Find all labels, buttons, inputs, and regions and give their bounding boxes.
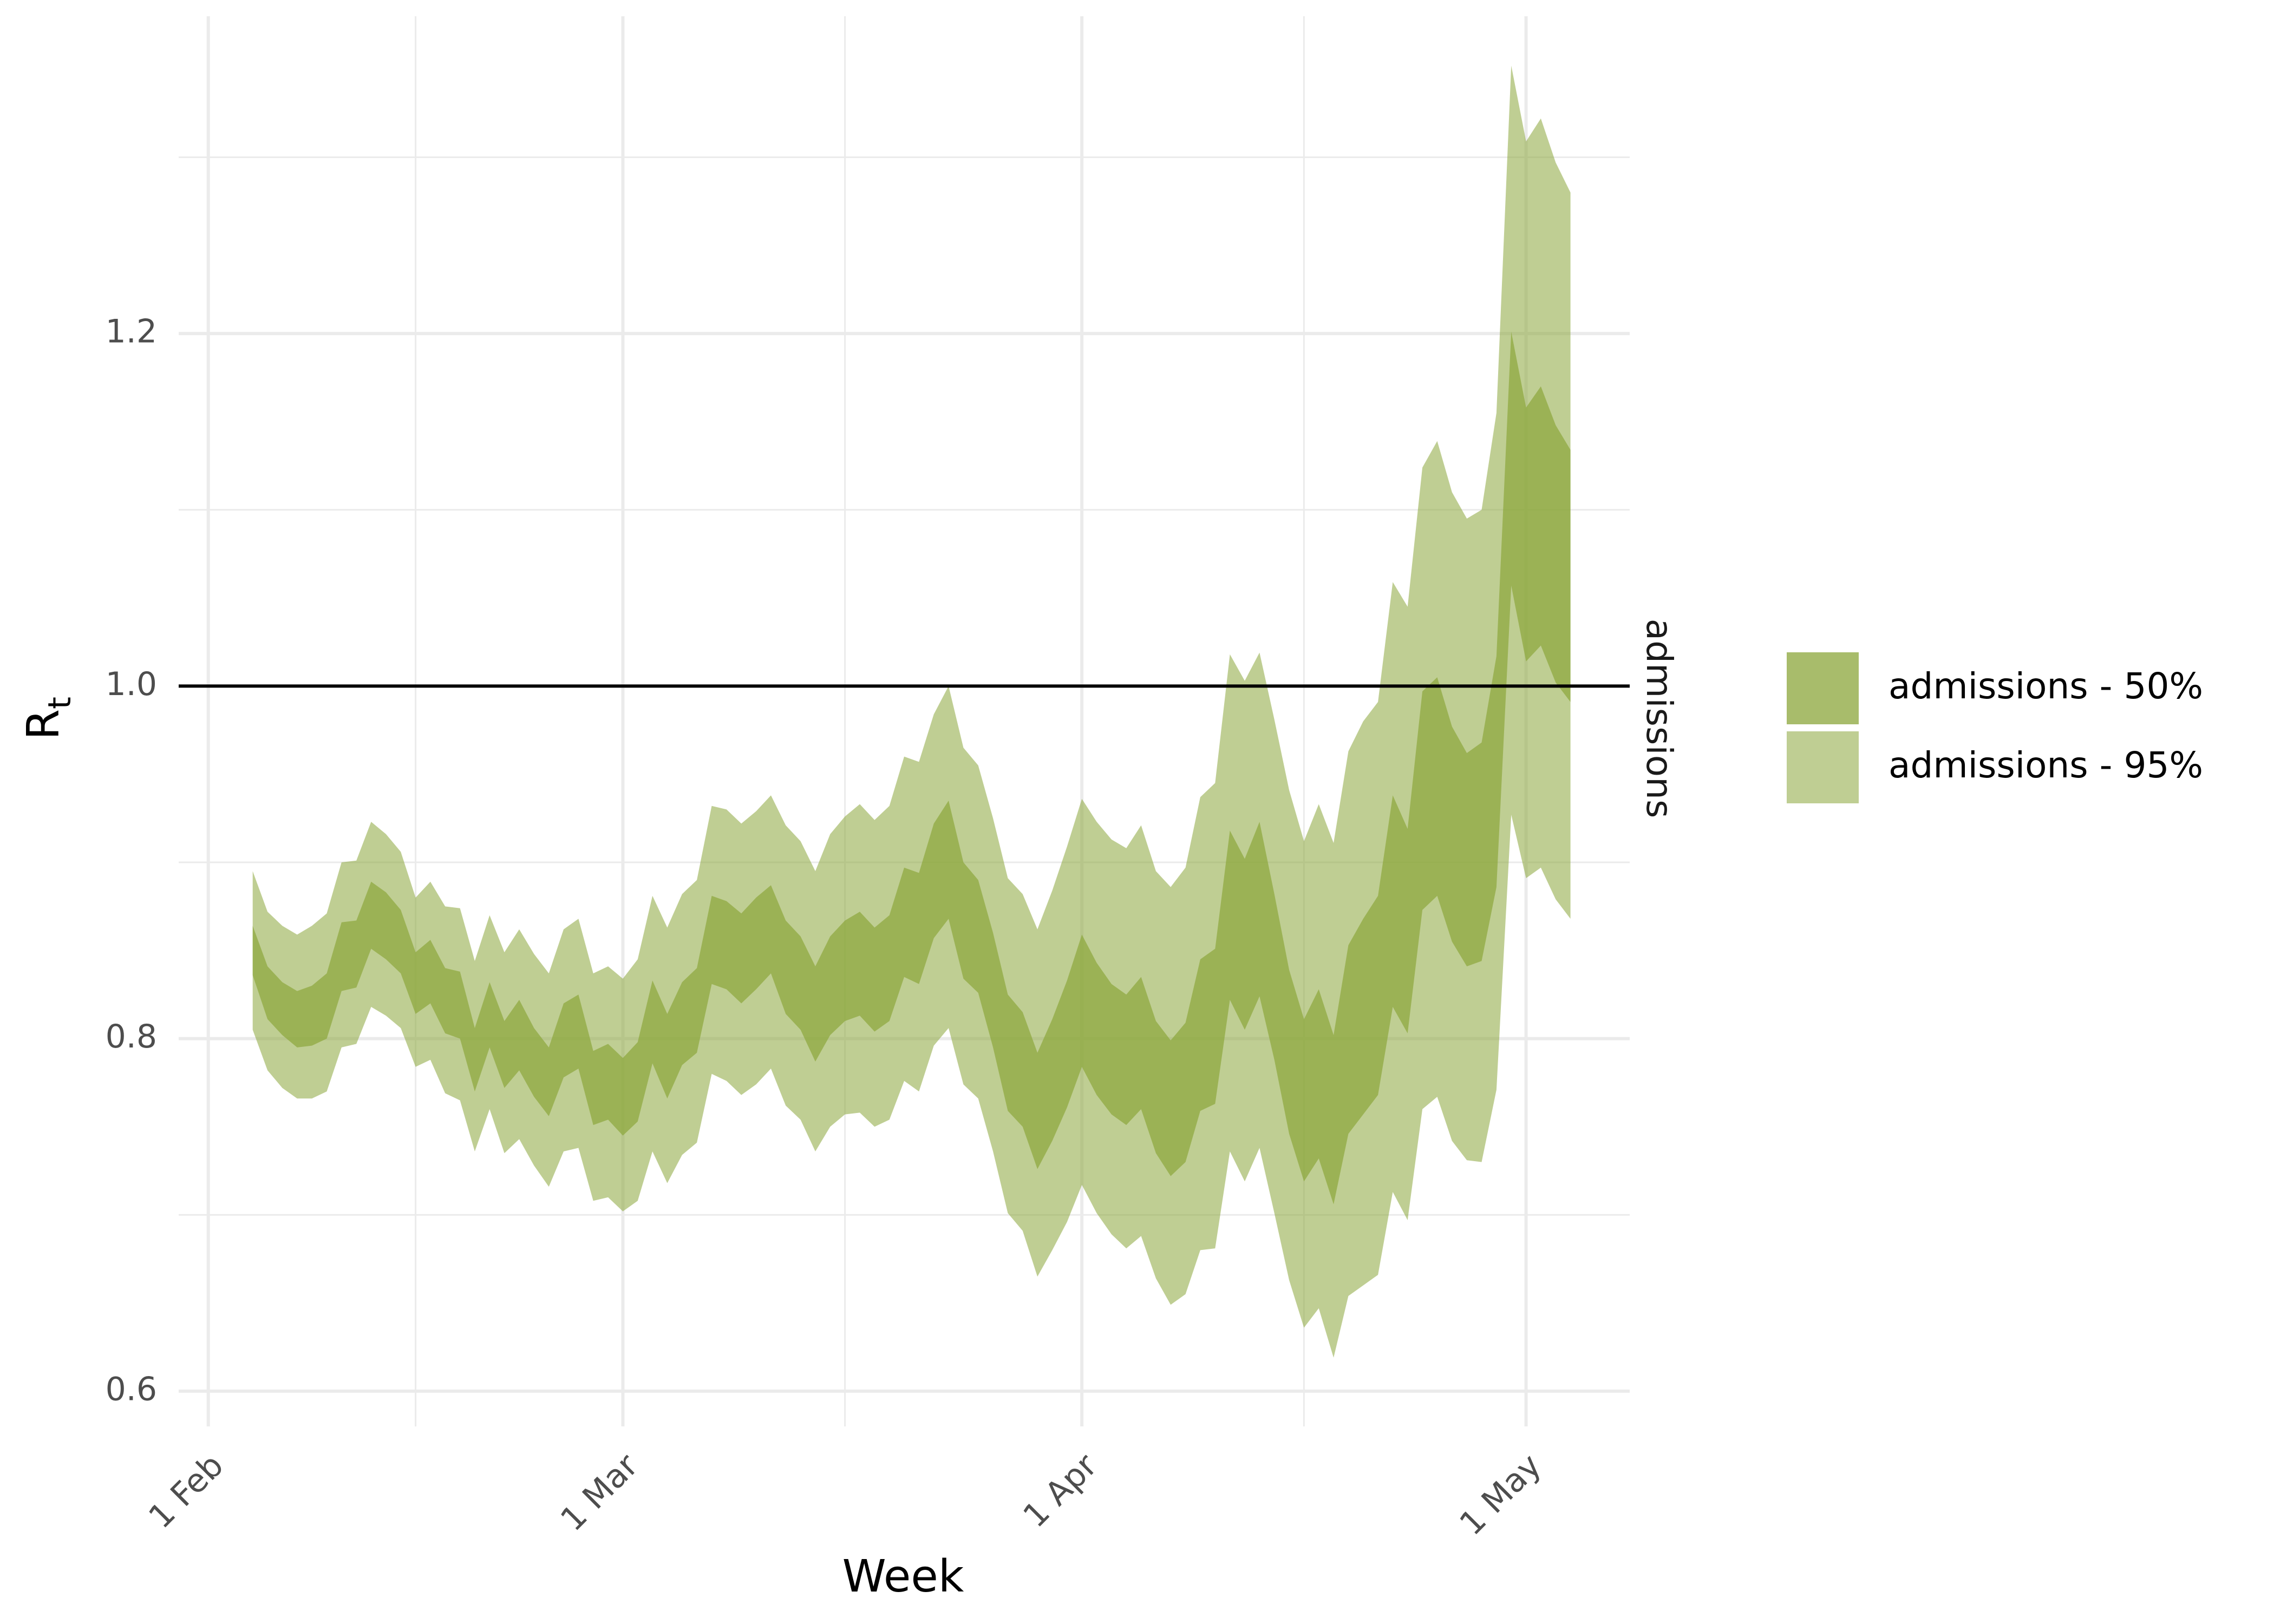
ribbon-layer <box>252 66 1571 1358</box>
facet-strip-label: admissions <box>1638 619 1680 818</box>
y-axis-title-main: R <box>18 709 69 740</box>
legend: admissions - 50% admissions - 95% <box>1787 652 2203 803</box>
y-axis-title-subscript: t <box>41 697 78 709</box>
y-tick-label: 0.8 <box>106 1018 157 1056</box>
y-tick-label: 1.0 <box>106 665 157 703</box>
y-axis-title: Rt <box>18 697 78 740</box>
y-tick-label: 0.6 <box>106 1370 157 1408</box>
legend-key-50-percent <box>1787 652 1859 724</box>
legend-label-50-percent: admissions - 50% <box>1889 665 2203 707</box>
y-tick-label: 1.2 <box>106 313 157 351</box>
x-axis-title: Week <box>842 1551 964 1602</box>
y-axis-tick-labels: 0.6 0.8 1.0 1.2 <box>106 313 157 1409</box>
legend-label-95-percent: admissions - 95% <box>1889 744 2203 786</box>
ribbon-50-percent <box>252 331 1571 1204</box>
legend-key-95-percent <box>1787 731 1859 803</box>
